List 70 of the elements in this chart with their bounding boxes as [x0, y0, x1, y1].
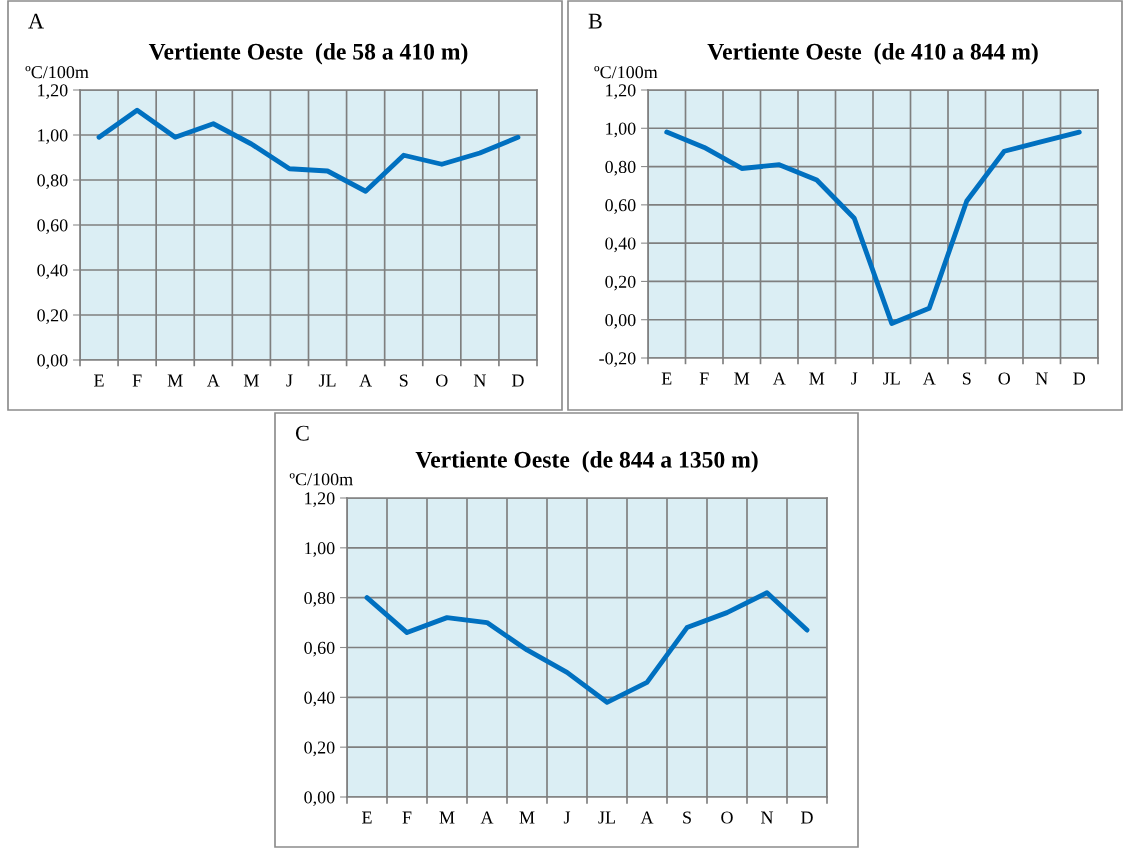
y-tick-label: 1,20: [606, 84, 636, 100]
y-tick-label: 1,00: [38, 129, 68, 145]
y-tick-label: 0,20: [605, 275, 636, 291]
text: B: [588, 13, 602, 29]
x-tick-label: A: [772, 372, 786, 385]
y-tick-label: 0,40: [304, 691, 335, 707]
x-tick-label: O: [721, 811, 733, 824]
y-tick-label: 0,20: [37, 309, 68, 325]
x-tick-label: S: [683, 811, 691, 824]
x-tick-label: JL: [318, 374, 336, 387]
x-tick-label: E: [362, 811, 372, 824]
x-tick-label: F: [699, 372, 709, 385]
y-tick-label: 1,00: [305, 542, 335, 557]
y-tick-label: 0,60: [605, 199, 636, 214]
x-tick-label: S: [399, 374, 408, 387]
line-series: [96, 107, 521, 194]
x-tick-label: M: [243, 374, 259, 387]
x-tick-label: E: [661, 372, 672, 385]
x-tick-label: S: [962, 372, 971, 385]
chart-title: Vertiente Oeste (de 58 a 410 m): [148, 43, 468, 65]
x-tick-label: N: [761, 811, 774, 824]
y-tick-label: 1,00: [606, 122, 636, 138]
y-tick-label: 1,20: [305, 492, 335, 508]
y-tick-label: 0,20: [304, 741, 335, 757]
y-axis-title: ºC/100m: [25, 66, 89, 79]
x-tick-label: M: [519, 811, 535, 824]
y-tick-label: 0,80: [304, 591, 335, 607]
x-tick-label: M: [167, 374, 183, 387]
x-tick-label: F: [132, 374, 142, 387]
x-tick-label: E: [94, 374, 104, 387]
y-tick-label: 0,80: [37, 174, 68, 190]
x-tick-label: J: [851, 372, 858, 385]
x-tick-label: A: [359, 374, 373, 387]
line-series: [664, 129, 1082, 326]
y-tick-label: 0,40: [605, 237, 636, 253]
x-tick-label: N: [473, 374, 486, 387]
x-tick-label: J: [563, 811, 571, 824]
x-tick-label: M: [809, 372, 825, 385]
x-tick-label: JL: [883, 372, 900, 385]
y-tick-label: 0,60: [37, 219, 68, 235]
chart-title: Vertiente Oeste (de 410 a 844 m): [707, 43, 1038, 65]
x-tick-label: M: [734, 372, 750, 385]
y-axis-title: ºC/100m: [594, 66, 658, 79]
x-tick-label: M: [439, 811, 455, 824]
y-tick-label: 0,00: [37, 354, 68, 370]
x-tick-label: A: [480, 811, 494, 824]
y-tick-label: 0,40: [37, 264, 68, 280]
x-tick-label: A: [640, 811, 654, 824]
x-tick-label: N: [1035, 372, 1048, 385]
y-tick-label: 1,20: [38, 84, 68, 100]
y-tick-label: 0,00: [304, 791, 335, 807]
text: A: [28, 13, 44, 29]
x-tick-label: F: [402, 811, 412, 824]
line-series: [364, 590, 810, 705]
x-tick-label: A: [206, 374, 220, 387]
x-tick-label: J: [286, 374, 293, 387]
y-axis-title: ºC/100m: [289, 473, 353, 486]
x-tick-label: JL: [598, 811, 615, 824]
y-tick-label: 0,00: [605, 313, 636, 329]
x-tick-label: O: [436, 374, 448, 387]
x-tick-label: D: [1073, 372, 1086, 385]
y-tick-label: 0,60: [304, 641, 335, 657]
chart-title: Vertiente Oeste (de 844 a 1350 m): [415, 451, 758, 473]
x-tick-label: A: [922, 372, 936, 385]
x-tick-label: D: [801, 811, 813, 824]
x-tick-label: D: [511, 374, 524, 387]
x-tick-label: O: [998, 372, 1011, 385]
y-tick-label: -0,20: [599, 352, 636, 368]
y-tick-label: 0,80: [605, 160, 636, 176]
text: C: [295, 425, 309, 441]
